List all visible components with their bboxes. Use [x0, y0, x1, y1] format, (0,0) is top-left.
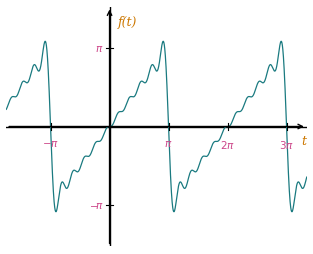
Text: $\pi$: $\pi$: [95, 200, 103, 210]
Text: $2\pi$: $2\pi$: [220, 138, 235, 150]
Text: f(t): f(t): [118, 16, 137, 29]
Text: t: t: [301, 134, 306, 147]
Text: $3\pi$: $3\pi$: [279, 138, 294, 150]
Text: $-\pi$: $-\pi$: [42, 138, 59, 148]
Text: $\pi$: $\pi$: [95, 44, 103, 54]
Text: $\pi$: $\pi$: [164, 138, 173, 148]
Text: $-$: $-$: [89, 201, 98, 210]
